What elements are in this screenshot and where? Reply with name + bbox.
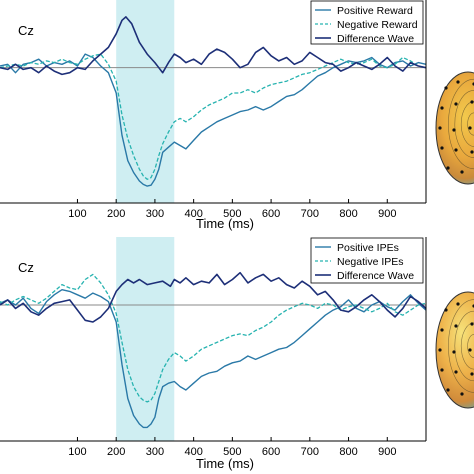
series-line-2	[0, 273, 427, 403]
x-tick-label: 100	[68, 446, 86, 458]
electrode-dot	[456, 302, 460, 306]
series-line-3	[0, 16, 427, 76]
x-tick-label: 500	[223, 446, 241, 458]
x-tick-label: 900	[378, 446, 396, 458]
x-tick-label: 200	[107, 208, 125, 220]
topo-contour	[467, 112, 474, 136]
electrode-dot	[470, 322, 474, 326]
legend: Positive Reward Negative Reward Difference…	[310, 0, 424, 45]
chart-panel-2: 100 200 300 400 500 600 700 800 900 Time (ms) Cz Po…	[0, 237, 474, 471]
scalp-topography-map	[435, 291, 474, 409]
legend-label-1: Positive IPEs	[337, 242, 399, 254]
electrode-dot	[440, 328, 444, 332]
legend-label-1: Positive Reward	[337, 5, 413, 17]
topo-contour	[467, 334, 474, 358]
electrode-dot	[468, 348, 472, 352]
electrode-dot	[440, 106, 444, 110]
electrode-dot	[452, 128, 456, 132]
legend-label-2: Negative IPEs	[337, 256, 404, 268]
legend-label-3: Difference Wave	[337, 270, 414, 282]
electrode-dot	[456, 80, 460, 84]
electrode-dot	[454, 370, 458, 374]
electrode-dot	[470, 100, 474, 104]
x-tick-label: 800	[339, 446, 357, 458]
x-tick-label: 100	[68, 208, 86, 220]
electrode-dot	[440, 368, 444, 372]
electrode-dot	[470, 150, 474, 154]
electrode-dot	[454, 324, 458, 328]
x-tick-label: 600	[262, 446, 280, 458]
legend: Positive IPEs Negative IPEs Difference Wav…	[310, 237, 424, 284]
x-tick-label: 700	[301, 446, 319, 458]
electrode-dot	[438, 126, 442, 130]
electrode-dot	[446, 166, 450, 170]
highlight-window	[116, 237, 175, 441]
electrode-dot	[454, 148, 458, 152]
x-tick-label: 400	[184, 446, 202, 458]
x-tick-label: 900	[378, 208, 396, 220]
topo-contour	[460, 101, 474, 147]
channel-label: Cz	[18, 260, 34, 275]
electrode-dot	[440, 146, 444, 150]
x-axis-label: Time (ms)	[196, 216, 254, 231]
scalp-topography-map	[435, 71, 474, 185]
x-tick-label: 600	[262, 208, 280, 220]
x-tick-label: 300	[146, 208, 164, 220]
x-tick-label: 300	[146, 446, 164, 458]
x-tick-label: 200	[107, 446, 125, 458]
x-tick-label: 700	[301, 208, 319, 220]
series-line-2	[0, 53, 427, 180]
channel-label: Cz	[18, 23, 34, 38]
electrode-dot	[460, 170, 464, 174]
electrode-dot	[444, 86, 448, 90]
electrode-dot	[444, 308, 448, 312]
series-line-1	[0, 289, 427, 429]
x-tick-label: 800	[339, 208, 357, 220]
x-tick-label: 400	[184, 208, 202, 220]
legend-box	[310, 0, 424, 45]
electrode-dot	[438, 348, 442, 352]
electrode-dot	[454, 102, 458, 106]
x-tick-label: 500	[223, 208, 241, 220]
series-line-1	[0, 53, 427, 187]
legend-label-3: Difference Wave	[337, 33, 414, 45]
electrode-dot	[452, 350, 456, 354]
electrode-dot	[470, 372, 474, 376]
electrode-dot	[460, 392, 464, 396]
highlight-window	[116, 0, 175, 203]
topo-contour	[460, 322, 474, 370]
electrode-dot	[446, 388, 450, 392]
electrode-dot	[468, 126, 472, 130]
legend-label-2: Negative Reward	[337, 19, 418, 31]
x-axis-label: Time (ms)	[196, 456, 254, 471]
chart-panel-1: 100 200 300 400 500 600 700 800 900 Time (ms) Cz Po…	[0, 0, 474, 231]
series-line-3	[0, 271, 427, 323]
